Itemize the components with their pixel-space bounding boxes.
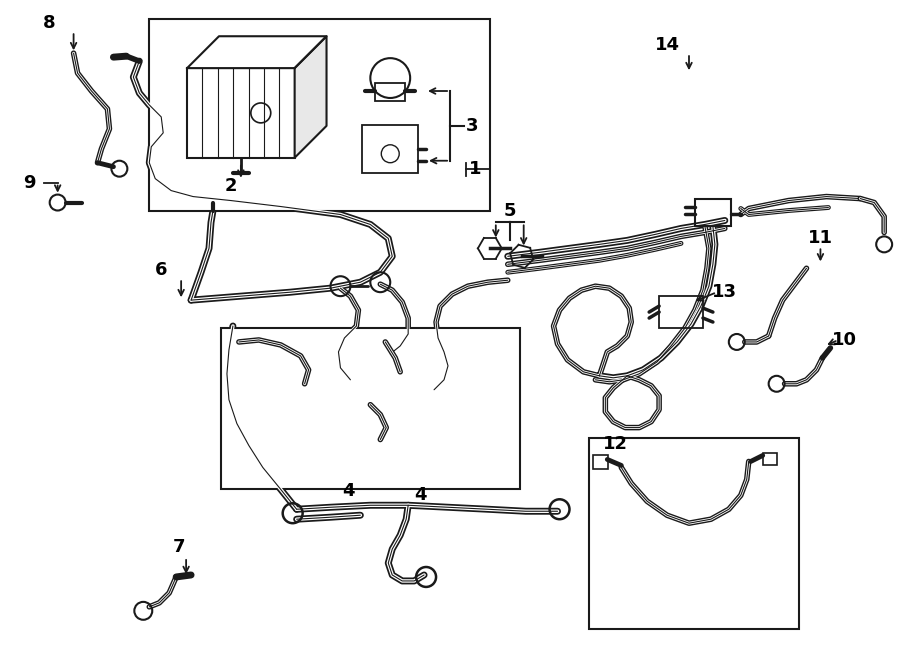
Text: 9: 9 (23, 173, 36, 191)
Bar (375, 83, 405, 101)
Bar (593, 455, 608, 469)
Text: 12: 12 (603, 434, 628, 453)
Bar (363, 125, 419, 173)
Text: 10: 10 (832, 331, 857, 349)
Bar (695, 199, 731, 226)
Text: 8: 8 (43, 15, 56, 32)
Text: 2: 2 (225, 177, 238, 195)
Text: 5: 5 (503, 201, 516, 220)
Text: 1: 1 (469, 160, 482, 177)
Text: 4: 4 (342, 483, 355, 500)
Text: 11: 11 (808, 230, 833, 248)
Bar (149, 19, 490, 211)
Text: 4: 4 (414, 487, 427, 504)
Bar (590, 438, 798, 629)
Text: 3: 3 (465, 117, 478, 135)
Text: 6: 6 (155, 261, 167, 279)
Bar (659, 296, 703, 328)
Bar (762, 453, 777, 465)
Bar (187, 68, 294, 158)
Polygon shape (187, 36, 327, 68)
Polygon shape (294, 36, 327, 158)
Text: 13: 13 (712, 283, 737, 301)
Text: 14: 14 (654, 36, 680, 54)
Bar (221, 328, 519, 489)
Text: 7: 7 (173, 538, 185, 556)
